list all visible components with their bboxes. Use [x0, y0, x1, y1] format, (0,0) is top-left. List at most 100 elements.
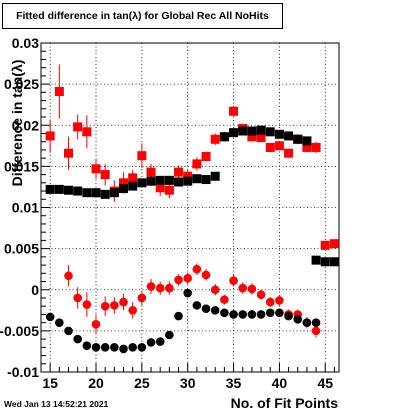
data-point-circle	[119, 297, 128, 307]
data-point-square	[302, 142, 312, 152]
data-point-circle	[293, 315, 303, 324]
data-point-square	[293, 134, 303, 144]
data-point-circle	[119, 344, 128, 354]
data-point-circle	[165, 330, 174, 340]
y-axis-label: Difference in tan(λ)	[9, 59, 25, 187]
y-tick-label: 0.015	[4, 158, 39, 174]
data-point-square	[284, 148, 294, 158]
data-point-square	[265, 127, 275, 137]
x-tick-label: 40	[272, 375, 288, 391]
data-point-square	[64, 185, 74, 195]
x-tick-label: 35	[226, 375, 242, 391]
data-point-circle	[146, 282, 156, 291]
data-point-circle	[238, 283, 248, 293]
y-tick-label: 0.02	[12, 117, 39, 133]
data-point-square	[128, 181, 138, 191]
data-point-circle	[137, 293, 147, 303]
y-tick-label: 0	[31, 282, 39, 298]
data-point-circle	[64, 326, 73, 336]
data-point-circle	[256, 310, 266, 319]
data-point-square	[54, 87, 64, 97]
data-point-square	[45, 131, 55, 141]
data-point-circle	[247, 284, 257, 294]
data-point-square	[229, 128, 239, 138]
data-point-circle	[110, 301, 119, 310]
chart-title: Fitted difference in tan(λ) for Global R…	[16, 10, 269, 22]
data-point-circle	[284, 311, 293, 321]
data-point-circle	[302, 318, 312, 327]
data-point-square	[174, 177, 184, 187]
data-point-circle	[128, 343, 137, 352]
x-tick-label: 30	[180, 375, 196, 391]
data-point-square	[73, 122, 83, 132]
data-point-circle	[192, 264, 202, 274]
data-point-circle	[165, 283, 174, 293]
data-point-square	[219, 132, 229, 142]
data-point-square	[284, 131, 294, 141]
data-point-circle	[155, 337, 165, 346]
data-point-circle	[73, 293, 82, 303]
y-tick-label: -0.005	[0, 323, 39, 339]
data-point-square	[109, 188, 119, 198]
data-point-square	[146, 176, 156, 186]
data-point-square	[192, 159, 202, 169]
data-point-circle	[311, 318, 321, 327]
x-axis-label: No. of Fit Points	[230, 395, 338, 411]
x-tick-label: 15	[42, 375, 58, 391]
data-point-square	[119, 178, 129, 188]
y-tick-label: 0.03	[12, 35, 39, 51]
data-point-circle	[229, 276, 238, 286]
data-point-square	[64, 148, 74, 158]
data-point-square	[146, 167, 156, 177]
data-point-square	[210, 171, 220, 181]
data-point-square	[247, 132, 257, 142]
data-point-circle	[256, 290, 266, 299]
plot-frame	[40, 42, 340, 373]
data-point-circle	[311, 326, 321, 336]
data-point-circle	[183, 273, 193, 283]
data-point-circle	[275, 308, 284, 318]
data-point-square	[247, 126, 257, 136]
chart-title-box: Fitted difference in tan(λ) for Global R…	[2, 3, 283, 29]
data-point-circle	[220, 295, 229, 304]
data-point-circle	[155, 283, 165, 293]
data-point-square	[100, 170, 110, 180]
data-point-square	[164, 175, 174, 185]
data-point-square	[45, 184, 55, 194]
data-point-square	[302, 136, 312, 146]
data-point-circle	[82, 341, 92, 350]
data-point-circle	[275, 296, 284, 305]
data-point-square	[274, 129, 284, 139]
data-point-circle	[82, 300, 92, 309]
data-point-circle	[220, 308, 229, 318]
data-point-circle	[100, 343, 110, 352]
data-point-square	[137, 178, 147, 188]
data-point-circle	[192, 301, 202, 310]
data-point-square	[137, 151, 147, 161]
data-point-circle	[247, 310, 257, 319]
data-point-square	[311, 142, 321, 152]
data-point-square	[210, 134, 220, 144]
y-tick-label: 0.01	[12, 200, 39, 216]
data-point-circle	[91, 343, 101, 352]
data-point-circle	[100, 301, 110, 311]
data-point-square	[320, 257, 330, 267]
data-point-circle	[91, 319, 101, 329]
data-point-square	[100, 189, 110, 199]
data-point-circle	[146, 338, 156, 347]
data-point-square	[201, 175, 211, 185]
data-point-square	[91, 164, 101, 174]
x-tick-label: 25	[134, 375, 150, 391]
data-point-square	[91, 188, 101, 198]
data-point-square	[183, 176, 193, 186]
data-point-circle	[229, 310, 238, 319]
data-point-square	[229, 106, 239, 116]
y-tick-label: 0.005	[4, 241, 39, 257]
data-point-square	[256, 133, 266, 143]
data-point-square	[155, 183, 165, 193]
data-point-circle	[128, 306, 137, 315]
data-point-square	[320, 240, 330, 250]
data-point-circle	[201, 304, 211, 313]
data-point-circle	[55, 318, 64, 327]
